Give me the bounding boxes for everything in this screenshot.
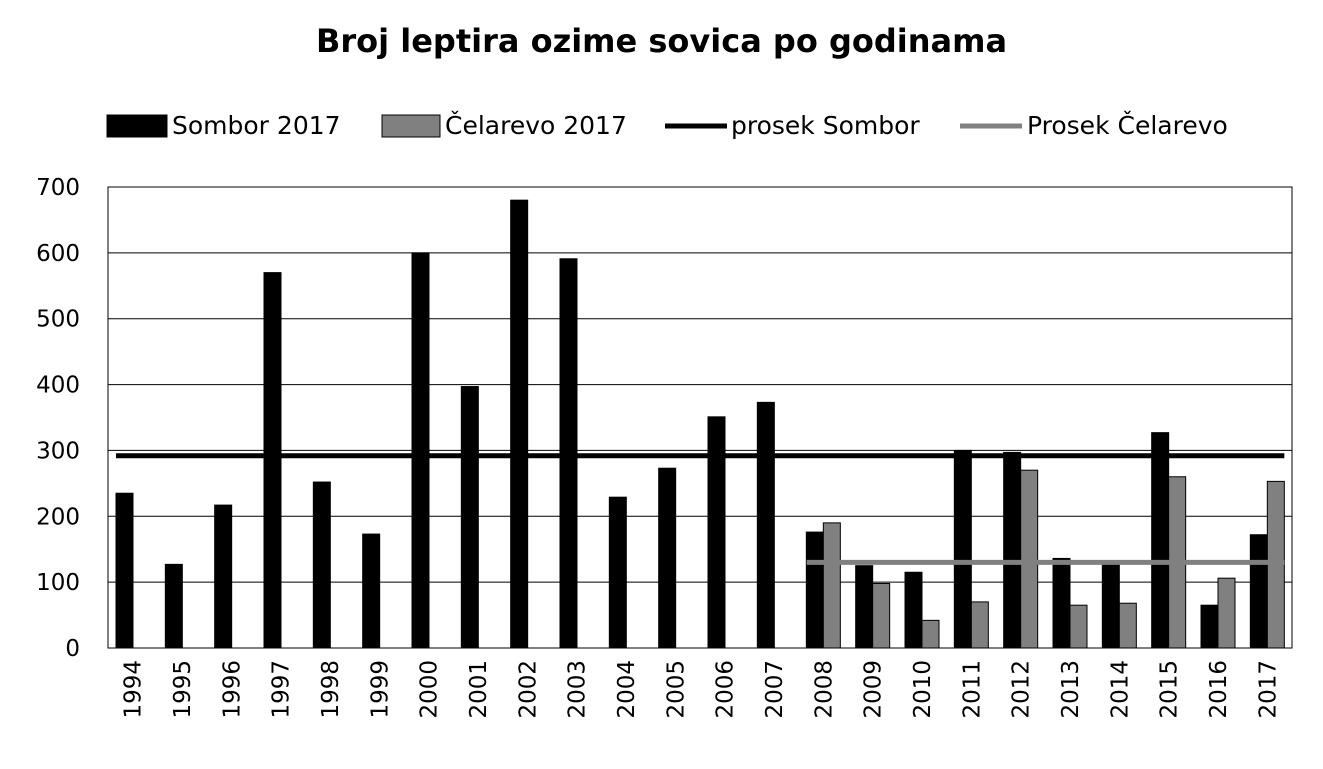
x-tick-label-2015: 2015 (1157, 660, 1183, 719)
legend-label-prosek-celarevo: Prosek Čelarevo (1027, 110, 1228, 140)
bar-celarevo-2009 (872, 582, 891, 649)
bar-sombor-2014 (1101, 563, 1120, 649)
bar-sombor-2012 (1003, 451, 1022, 649)
y-tick-label-400: 400 (36, 373, 80, 399)
x-tick-label-2002: 2002 (515, 660, 541, 719)
legend-swatch-celarevo (381, 114, 441, 138)
bar-sombor-2011 (953, 449, 972, 649)
x-tick-label-1995: 1995 (170, 660, 196, 719)
x-tick-label-2017: 2017 (1255, 660, 1281, 719)
y-axis-tick-labels: 0 100 200 300 400 500 600 700 (36, 175, 80, 662)
x-tick-label-2006: 2006 (713, 660, 739, 719)
bar-sombor-2000 (411, 252, 430, 649)
bar-sombor-1996 (214, 504, 233, 649)
bar-sombor-2008 (805, 531, 824, 649)
plot-frame (107, 186, 1293, 649)
x-tick-label-2008: 2008 (811, 660, 837, 719)
legend-swatch-sombor (106, 114, 168, 138)
bar-sombor-2007 (756, 401, 775, 649)
y-tick-label-300: 300 (36, 438, 80, 464)
legend-label-celarevo: Čelarevo 2017 (445, 110, 627, 140)
y-tick-label-200: 200 (36, 504, 80, 530)
x-tick-label-2005: 2005 (663, 660, 689, 719)
y-tick-label-500: 500 (36, 307, 80, 333)
bar-sombor-2010 (904, 571, 923, 649)
bar-celarevo-2011 (970, 601, 989, 649)
bar-sombor-2001 (460, 386, 479, 649)
bar-celarevo-2016 (1217, 577, 1236, 649)
bar-sombor-2013 (1052, 557, 1071, 649)
x-tick-label-2016: 2016 (1206, 660, 1232, 719)
legend: Sombor 2017 Čelarevo 2017 prosek Sombor … (106, 110, 1228, 140)
legend-label-sombor: Sombor 2017 (172, 111, 341, 140)
x-tick-label-2014: 2014 (1107, 660, 1133, 719)
bar-sombor-2009 (855, 565, 874, 649)
x-tick-label-2000: 2000 (417, 660, 443, 719)
bar-sombor-2005 (658, 467, 677, 649)
x-tick-label-2013: 2013 (1058, 660, 1084, 719)
y-tick-label-0: 0 (65, 636, 80, 662)
y-tick-label-600: 600 (36, 241, 80, 267)
bar-celarevo-2012 (1020, 469, 1039, 649)
reference-lines (116, 453, 1285, 565)
bars (115, 199, 1285, 649)
bar-sombor-1998 (312, 481, 331, 649)
x-tick-label-1994: 1994 (121, 660, 147, 719)
x-tick-label-2011: 2011 (959, 660, 985, 719)
bar-sombor-2017 (1249, 534, 1268, 649)
x-tick-label-1997: 1997 (269, 660, 295, 719)
x-tick-label-1996: 1996 (219, 660, 245, 719)
y-tick-label-100: 100 (36, 570, 80, 596)
bar-sombor-2002 (510, 199, 529, 649)
bar-sombor-1994 (115, 492, 134, 649)
bar-sombor-2006 (707, 416, 726, 649)
bar-sombor-2004 (608, 496, 627, 649)
x-tick-label-2001: 2001 (466, 660, 492, 719)
bar-celarevo-2008 (822, 522, 841, 649)
x-tick-label-2004: 2004 (614, 660, 640, 719)
bar-celarevo-2010 (921, 619, 940, 649)
x-tick-label-1999: 1999 (367, 660, 393, 719)
x-tick-label-2003: 2003 (565, 660, 591, 719)
chart-title: Broj leptira ozime sovica po godinama (315, 22, 1008, 60)
bar-sombor-2016 (1200, 604, 1219, 649)
legend-label-prosek-sombor: prosek Sombor (731, 111, 920, 140)
bar-sombor-2015 (1151, 432, 1170, 649)
bar-sombor-1999 (362, 533, 381, 649)
y-tick-label-700: 700 (36, 175, 80, 201)
bar-sombor-1997 (263, 272, 282, 649)
x-tick-label-1998: 1998 (318, 660, 344, 719)
x-tick-label-2012: 2012 (1009, 660, 1035, 719)
bar-celarevo-2014 (1118, 602, 1137, 649)
x-tick-label-2009: 2009 (861, 660, 887, 719)
bar-celarevo-2013 (1069, 604, 1088, 649)
x-tick-label-2010: 2010 (910, 660, 936, 719)
bar-sombor-1995 (164, 563, 183, 649)
x-tick-label-2007: 2007 (762, 660, 788, 719)
x-axis-tick-labels: 1994 1995 1996 1997 1998 1999 2000 2001 2002 2003… (121, 660, 1282, 719)
